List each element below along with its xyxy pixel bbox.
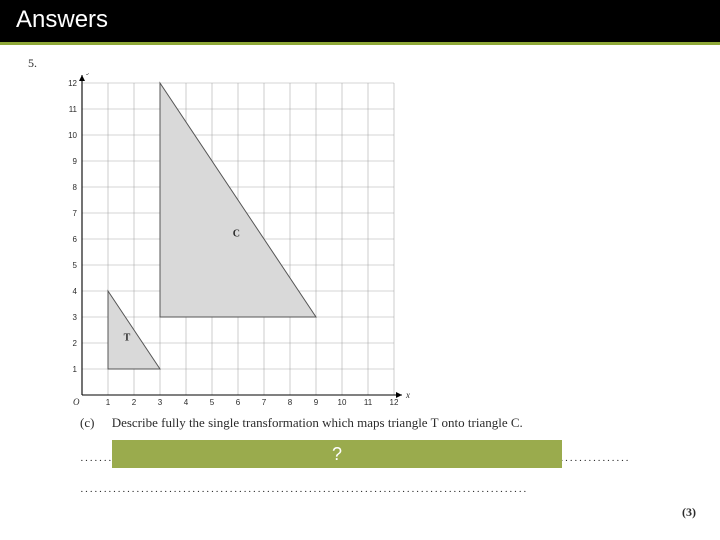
svg-text:8: 8	[73, 183, 78, 192]
answer-line-2: ········································…	[80, 486, 632, 498]
svg-text:7: 7	[262, 398, 267, 407]
part-c-text: Describe fully the single transformation…	[112, 415, 523, 430]
svg-text:12: 12	[390, 398, 399, 407]
part-c-prompt: (c) Describe fully the single transforma…	[80, 415, 523, 431]
svg-text:4: 4	[184, 398, 189, 407]
svg-text:11: 11	[69, 105, 78, 114]
svg-text:9: 9	[314, 398, 319, 407]
page-title: Answers	[0, 0, 720, 40]
svg-text:8: 8	[288, 398, 293, 407]
answer-line-1-right: ········································…	[560, 455, 630, 467]
marks-label: (3)	[682, 505, 696, 520]
answer-placeholder: ?	[332, 444, 342, 464]
part-c-label: (c)	[80, 415, 94, 430]
svg-text:T: T	[124, 332, 131, 343]
svg-text:4: 4	[73, 287, 78, 296]
svg-text:10: 10	[68, 131, 77, 140]
svg-text:3: 3	[73, 313, 78, 322]
svg-text:1: 1	[73, 365, 78, 374]
svg-text:x: x	[405, 390, 410, 400]
coordinate-grid: TC112233445566778899101011111212Oxy	[58, 73, 412, 420]
svg-text:3: 3	[158, 398, 163, 407]
svg-text:O: O	[73, 397, 80, 407]
svg-text:5: 5	[73, 261, 78, 270]
svg-text:10: 10	[338, 398, 347, 407]
svg-text:2: 2	[73, 339, 78, 348]
svg-text:C: C	[233, 228, 240, 239]
header-bar: Answers	[0, 0, 720, 45]
svg-text:7: 7	[73, 209, 78, 218]
svg-text:5: 5	[210, 398, 215, 407]
svg-text:y: y	[86, 73, 91, 75]
svg-text:1: 1	[106, 398, 111, 407]
svg-text:2: 2	[132, 398, 137, 407]
question-number: 5.	[28, 56, 37, 71]
answer-reveal-box[interactable]: ?	[112, 440, 562, 468]
svg-text:11: 11	[364, 398, 373, 407]
svg-text:9: 9	[73, 157, 78, 166]
svg-text:12: 12	[68, 79, 77, 88]
svg-text:6: 6	[73, 235, 78, 244]
svg-text:6: 6	[236, 398, 241, 407]
